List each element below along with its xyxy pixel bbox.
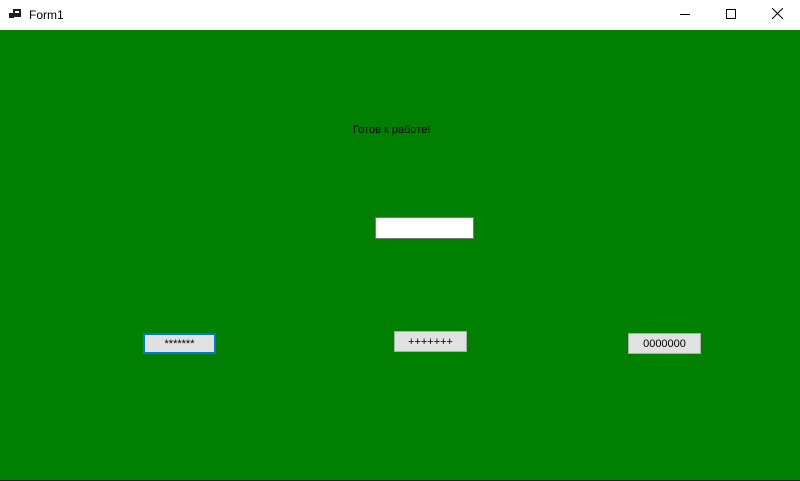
window-title: Form1 <box>29 8 64 22</box>
close-button[interactable] <box>754 0 800 30</box>
title-bar[interactable]: Form1 <box>0 0 800 30</box>
asterisk-button[interactable]: ******* <box>143 333 216 354</box>
form-client-area: Готов к работе! ******* +++++++ 0000000 <box>0 30 800 480</box>
maximize-button[interactable] <box>708 0 754 30</box>
minimize-button[interactable] <box>662 0 708 30</box>
status-label: Готов к работе! <box>353 124 431 136</box>
plus-button[interactable]: +++++++ <box>394 331 467 352</box>
zero-button[interactable]: 0000000 <box>628 333 701 354</box>
minimize-icon <box>680 6 690 24</box>
text-input[interactable] <box>375 217 474 239</box>
close-icon <box>771 6 783 24</box>
form-app-icon <box>9 8 21 20</box>
maximize-icon <box>726 6 736 24</box>
